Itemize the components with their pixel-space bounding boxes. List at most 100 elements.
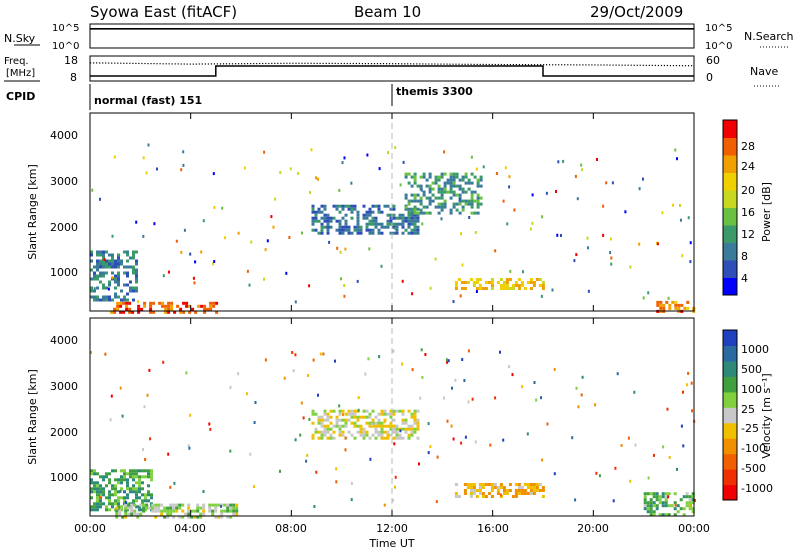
heatmap-cell — [365, 430, 369, 434]
heatmap-cell — [508, 365, 511, 369]
heatmap-cell — [368, 415, 372, 419]
nave-point — [591, 64, 593, 66]
heatmap-cell — [511, 287, 515, 290]
heatmap-cell — [90, 496, 93, 500]
heatmap-cell — [350, 204, 354, 208]
heatmap-cell — [329, 427, 333, 431]
heatmap-cell — [466, 483, 470, 486]
heatmap-cell — [126, 253, 129, 257]
heatmap-cell — [463, 489, 467, 492]
heatmap-cell — [132, 289, 135, 293]
heatmap-cell — [676, 157, 678, 161]
heatmap-cell — [114, 292, 117, 296]
heatmap-cell — [154, 509, 158, 513]
heatmap-cell — [586, 236, 589, 240]
heatmap-cell — [470, 205, 474, 209]
heatmap-cell — [508, 483, 512, 486]
nave-point — [120, 62, 122, 64]
heatmap-cell — [576, 197, 579, 201]
nave-trace — [90, 62, 693, 67]
heatmap-cell — [431, 193, 435, 197]
heatmap-cell — [458, 197, 461, 201]
heatmap-cell — [511, 495, 515, 498]
heatmap-cell — [96, 277, 99, 281]
heatmap-cell — [380, 421, 384, 425]
heatmap-cell — [499, 350, 501, 354]
heatmap-cell — [356, 418, 360, 422]
heatmap-cell — [344, 412, 348, 416]
heatmap-cell — [118, 509, 122, 513]
heatmap-cell — [470, 202, 474, 206]
heatmap-cell — [347, 231, 351, 235]
heatmap-cell — [173, 310, 177, 314]
heatmap-cell — [125, 301, 129, 305]
heatmap-cell — [226, 515, 230, 519]
heatmap-cell — [326, 228, 330, 232]
heatmap-cell — [392, 427, 396, 431]
heatmap-cell — [443, 150, 446, 154]
heatmap-cell — [114, 277, 117, 281]
heatmap-cell — [213, 206, 216, 209]
heatmap-cell — [368, 247, 371, 251]
nave-point — [401, 63, 403, 65]
heatmap-cell — [386, 433, 390, 437]
heatmap-cell — [100, 493, 103, 497]
heatmap-cell — [320, 430, 324, 434]
heatmap-cell — [508, 287, 512, 290]
heatmap-cell — [571, 436, 574, 440]
heatmap-cell — [359, 225, 363, 229]
heatmap-cell — [202, 509, 206, 513]
heatmap-cell — [475, 287, 479, 290]
heatmap-cell — [649, 507, 653, 511]
heatmap-cell — [407, 213, 411, 217]
heatmap-cell — [326, 436, 330, 440]
nave-point — [304, 62, 306, 64]
heatmap-cell — [643, 504, 647, 508]
heatmap-cell — [535, 398, 538, 402]
heatmap-cell — [175, 239, 178, 243]
heatmap-cell — [421, 375, 424, 379]
nave-point — [358, 62, 360, 65]
heatmap-cell — [141, 493, 144, 497]
heatmap-cell — [217, 503, 221, 507]
heatmap-cell — [144, 475, 147, 479]
heatmap-cell — [434, 175, 438, 179]
heatmap-cell — [140, 307, 144, 311]
heatmap-cell — [374, 430, 378, 434]
nave-point — [225, 63, 228, 65]
nave-point — [395, 63, 397, 65]
heatmap-cell — [338, 204, 342, 208]
heatmap-cell — [652, 504, 656, 508]
heatmap-cell — [344, 213, 348, 217]
heatmap-cell — [120, 478, 123, 482]
heatmap-cell — [153, 222, 156, 226]
heatmap-cell — [446, 360, 449, 364]
heatmap-cell — [138, 481, 141, 485]
heatmap-cell — [126, 250, 129, 254]
heatmap-cell — [652, 495, 656, 499]
heatmap-cell — [314, 228, 318, 232]
heatmap-cell — [179, 310, 183, 314]
heatmap-cell — [452, 184, 456, 188]
heatmap-cell — [368, 412, 372, 416]
heatmap-cell — [169, 503, 173, 507]
nave-point — [582, 64, 584, 66]
heatmap-cell — [580, 163, 583, 167]
heatmap-cell — [682, 495, 686, 499]
nave-point — [446, 63, 448, 65]
heatmap-cell — [377, 204, 381, 208]
heatmap-cell — [99, 265, 102, 269]
heatmap-cell — [413, 193, 417, 197]
heatmap-cell — [410, 228, 414, 232]
nave-point — [298, 62, 300, 64]
nave-point — [108, 62, 110, 64]
heatmap-cell — [371, 418, 375, 422]
heatmap-cell — [499, 483, 503, 486]
nave-point — [147, 63, 149, 65]
heatmap-cell — [437, 202, 441, 206]
heatmap-cell — [365, 421, 369, 425]
heatmap-cell — [172, 503, 176, 507]
heatmap-cell — [329, 433, 333, 437]
heatmap-cell — [338, 225, 342, 229]
heatmap-cell — [374, 427, 378, 431]
